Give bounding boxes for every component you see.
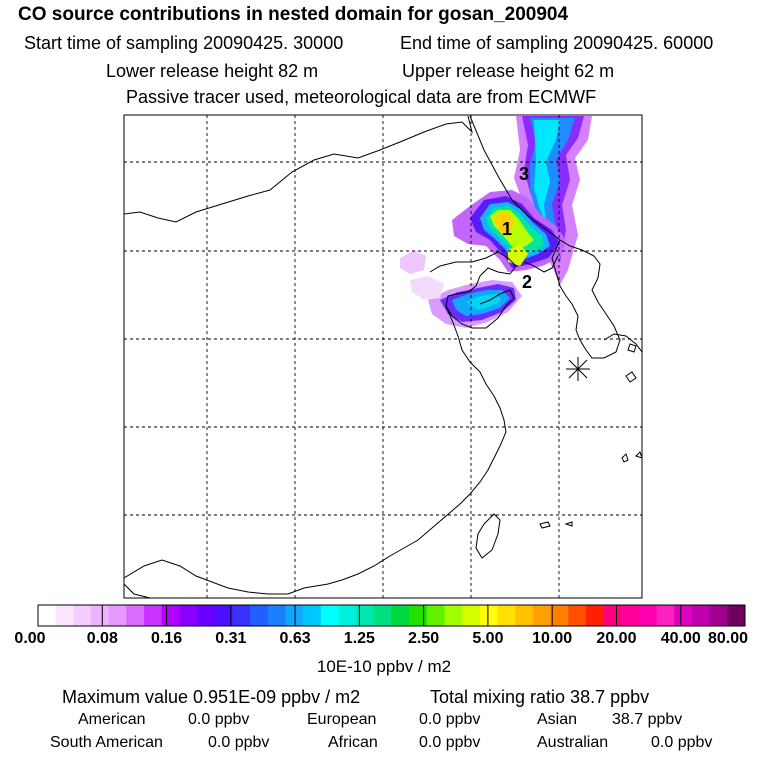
tracer-note: Passive tracer used, meteorological data…: [126, 87, 597, 107]
colorbar-swatch: [55, 605, 74, 626]
colorbar-tick-label: 5.00: [472, 630, 504, 647]
colorbar-swatch: [550, 605, 569, 626]
colorbar-tick-label: 0.00: [14, 630, 46, 647]
receptor-label-3: 3: [519, 164, 529, 184]
australian-value: 0.0 ppbv: [651, 734, 713, 751]
colorbar-swatch: [267, 605, 286, 626]
colorbar-swatch: [497, 605, 516, 626]
colorbar-tick-label: 0.63: [279, 630, 311, 647]
colorbar-swatch: [426, 605, 446, 626]
colorbar-swatch: [38, 605, 57, 626]
colorbar-tick-label: 1.25: [343, 630, 375, 647]
european-value: 0.0 ppbv: [419, 711, 481, 728]
colorbar-swatch: [320, 605, 339, 626]
total-mixing-label: Total mixing ratio 38.7 ppbv: [430, 687, 650, 707]
max-value-label: Maximum value 0.951E-09 ppbv / m2: [62, 687, 361, 707]
american-label: American: [78, 711, 146, 728]
colorbar-swatch: [603, 605, 622, 626]
colorbar-tick-label: 40.00: [660, 630, 701, 647]
colorbar-swatch: [108, 605, 127, 626]
colorbar-frame: [37, 604, 746, 627]
african-label: African: [328, 734, 378, 751]
lower-release-label: Lower release height 82 m: [106, 61, 319, 81]
colorbar-swatch: [285, 605, 304, 626]
coastlines: [124, 115, 642, 598]
colorbar-swatch: [691, 605, 711, 626]
colorbar-swatch: [727, 605, 746, 626]
concentration-plume: [400, 116, 592, 328]
colorbar-swatch: [515, 605, 534, 626]
colorbar-swatch: [179, 605, 198, 626]
colorbar-swatch: [373, 605, 392, 626]
lat-lon-grid: [124, 115, 642, 598]
map-area: 1 2 3: [124, 115, 642, 598]
colorbar-swatch: [250, 605, 269, 626]
end-time-label: End time of sampling 20090425. 60000: [400, 33, 714, 53]
upper-release-label: Upper release height 62 m: [402, 61, 615, 81]
colorbar-tick-label: 10.00: [532, 630, 573, 647]
colorbar-tick-label: 0.08: [86, 630, 118, 647]
receptor-label-1: 1: [502, 219, 512, 239]
south-american-value: 0.0 ppbv: [208, 734, 270, 751]
australian-label: Australian: [537, 734, 609, 751]
colorbar-tick-label: 80.00: [707, 630, 749, 647]
colorbar-swatch: [674, 605, 693, 626]
colorbar-swatch: [356, 605, 375, 626]
colorbar-swatch: [161, 605, 180, 626]
colorbar-swatch: [214, 605, 233, 626]
european-label: European: [307, 711, 377, 728]
colorbar-swatch: [391, 605, 410, 626]
colorbar-swatch: [197, 605, 216, 626]
colorbar-swatch: [409, 605, 428, 626]
colorbar-swatch: [656, 605, 675, 626]
colorbar-swatch: [126, 605, 145, 626]
colorbar-swatch: [709, 605, 728, 626]
start-time-label: Start time of sampling 20090425. 30000: [24, 33, 344, 53]
colorbar-tick-label: 0.16: [150, 630, 183, 647]
colorbar-tick-label: 0.31: [215, 630, 247, 647]
african-value: 0.0 ppbv: [419, 734, 481, 751]
colorbar-swatch: [585, 605, 605, 626]
colorbar-units: 10E-10 ppbv / m2: [316, 657, 452, 676]
colorbar: [37, 604, 746, 627]
colorbar-swatch: [91, 605, 110, 626]
asian-value: 38.7 ppbv: [612, 711, 683, 728]
colorbar-tick-label: 20.00: [596, 630, 637, 647]
colorbar-swatch: [144, 605, 163, 626]
colorbar-swatch: [232, 605, 251, 626]
colorbar-swatch: [568, 605, 587, 626]
colorbar-tick-label: 2.50: [408, 630, 440, 647]
colorbar-swatch: [479, 605, 499, 626]
american-value: 0.0 ppbv: [188, 711, 250, 728]
map-frame: [123, 114, 643, 599]
receptor-label-2: 2: [522, 272, 532, 292]
colorbar-swatch: [532, 605, 552, 626]
colorbar-swatch: [338, 605, 357, 626]
plot-title: CO source contributions in nested domain…: [18, 4, 569, 25]
colorbar-swatch: [621, 605, 640, 626]
colorbar-swatch: [638, 605, 658, 626]
colorbar-swatch: [73, 605, 92, 626]
colorbar-swatch: [462, 605, 481, 626]
colorbar-swatch: [444, 605, 463, 626]
colorbar-swatch: [303, 605, 322, 626]
asian-label: Asian: [537, 711, 578, 728]
asterisk-station-icon: [566, 357, 590, 381]
south-american-label: South American: [50, 734, 163, 751]
